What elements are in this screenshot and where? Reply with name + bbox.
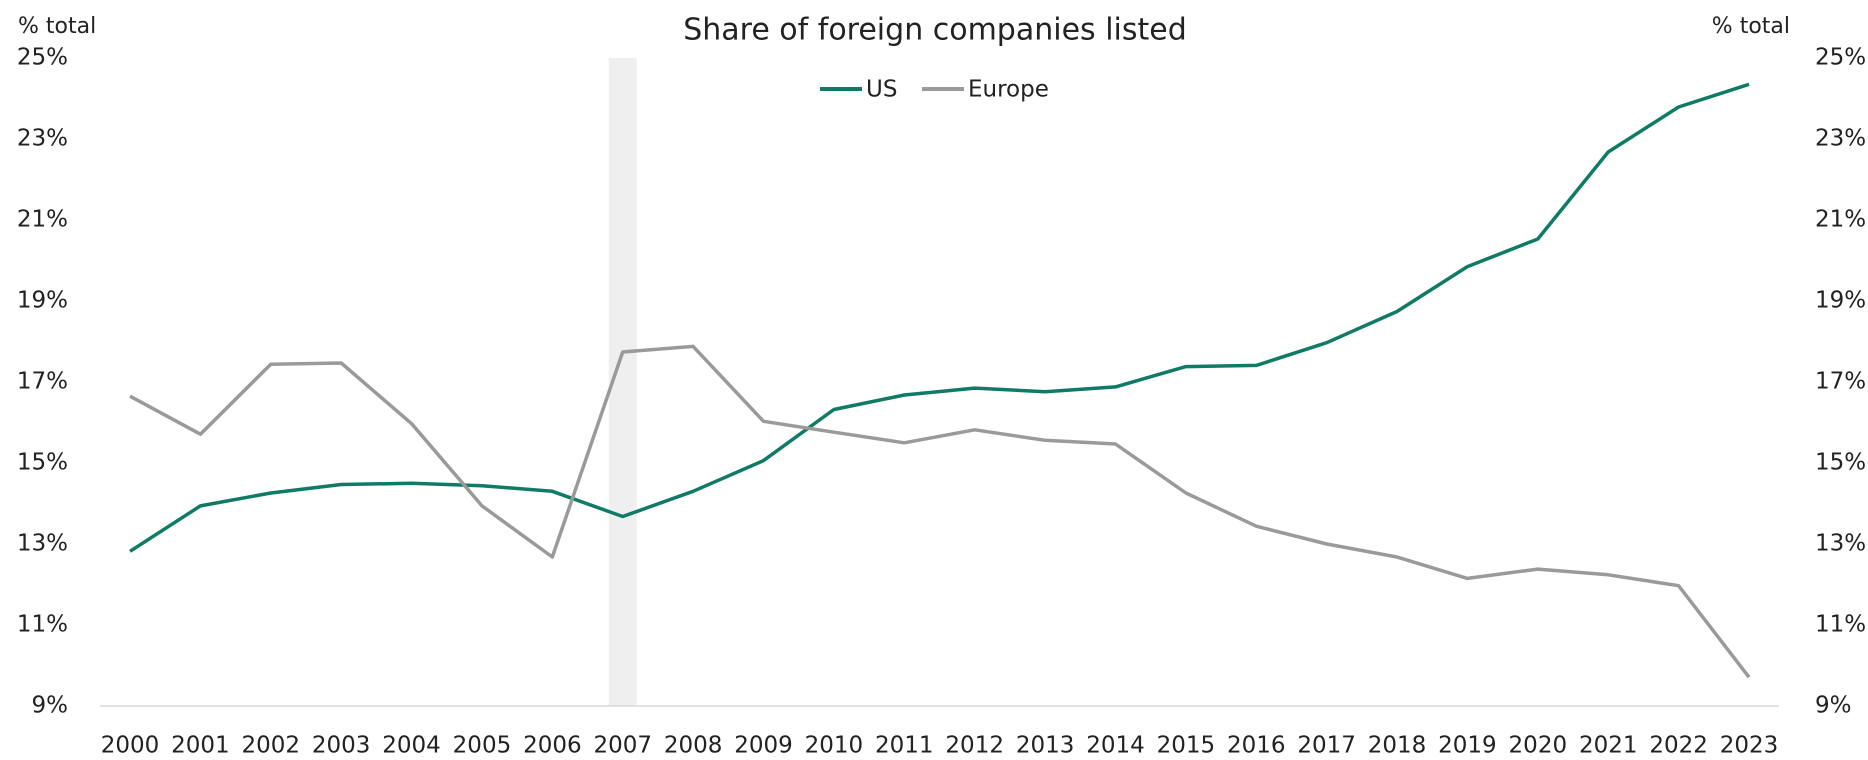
- y-axis-label: % total: [18, 14, 96, 39]
- y-tick-label: 21%: [17, 207, 68, 233]
- y2-tick-label: 13%: [1815, 531, 1866, 557]
- x-tick-label: 2003: [312, 733, 371, 759]
- x-tick-label: 2021: [1579, 733, 1638, 759]
- x-tick-label: 2017: [1297, 733, 1356, 759]
- y-tick-label: 11%: [17, 612, 68, 638]
- legend-label: US: [866, 77, 897, 103]
- y2-tick-label: 25%: [1815, 45, 1866, 71]
- y2-axis-label: % total: [1712, 14, 1790, 39]
- x-tick-label: 2002: [242, 733, 301, 759]
- x-tick-label: 2004: [382, 733, 441, 759]
- y2-tick-label: 11%: [1815, 612, 1866, 638]
- x-tick-label: 2014: [1086, 733, 1145, 759]
- x-tick-label: 2020: [1509, 733, 1568, 759]
- line-series: [129, 344, 1751, 679]
- y-tick-label: 13%: [17, 531, 68, 557]
- x-tick-label: 2013: [1016, 733, 1075, 759]
- x-tick-label: 2008: [664, 733, 723, 759]
- y2-tick-label: 9%: [1815, 693, 1852, 719]
- x-tick-label: 2001: [171, 733, 230, 759]
- x-tick-label: 2005: [453, 733, 512, 759]
- y2-tick-label: 23%: [1815, 126, 1866, 152]
- x-tick-label: 2023: [1720, 733, 1779, 759]
- x-tick-label: 2000: [101, 733, 160, 759]
- y-tick-label: 19%: [17, 288, 68, 314]
- x-tick-label: 2011: [875, 733, 934, 759]
- y2-tick-label: 21%: [1815, 207, 1866, 233]
- x-tick-label: 2018: [1368, 733, 1427, 759]
- x-tick-label: 2015: [1157, 733, 1216, 759]
- legend-label: Europe: [968, 77, 1049, 103]
- y-tick-label: 9%: [32, 693, 69, 719]
- y-tick-label: 25%: [17, 45, 68, 71]
- x-tick-label: 2006: [523, 733, 582, 759]
- x-tick-label: 2007: [593, 733, 652, 759]
- x-tick-label: 2019: [1438, 733, 1497, 759]
- y-tick-label: 23%: [17, 126, 68, 152]
- x-tick-label: 2012: [945, 733, 1004, 759]
- chart-title: Share of foreign companies listed: [683, 13, 1187, 48]
- y-tick-label: 15%: [17, 450, 68, 476]
- y2-tick-label: 15%: [1815, 450, 1866, 476]
- x-tick-label: 2022: [1649, 733, 1708, 759]
- y-tick-label: 17%: [17, 369, 68, 395]
- line-series: [129, 82, 1750, 553]
- y2-tick-label: 19%: [1815, 288, 1866, 314]
- x-tick-label: 2016: [1227, 733, 1286, 759]
- x-tick-label: 2010: [805, 733, 864, 759]
- x-tick-label: 2009: [734, 733, 793, 759]
- y2-tick-label: 17%: [1815, 369, 1866, 395]
